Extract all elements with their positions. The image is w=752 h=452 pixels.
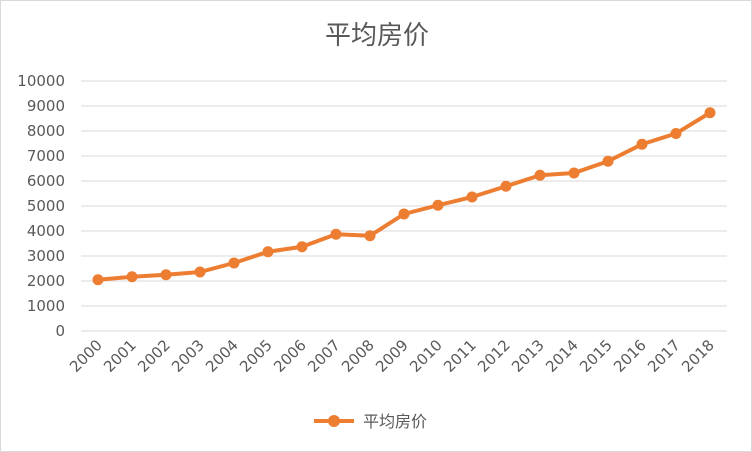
- x-tick-label: 2014: [542, 336, 582, 376]
- x-tick-label: 2002: [134, 336, 174, 376]
- data-point: [92, 274, 104, 286]
- x-tick-label: 2015: [576, 336, 616, 376]
- x-tick-label: 2005: [236, 336, 276, 376]
- data-point: [228, 257, 240, 269]
- y-tick-label: 8000: [27, 122, 65, 140]
- data-point: [500, 180, 512, 192]
- data-point: [194, 266, 206, 278]
- x-tick-label: 2003: [168, 336, 208, 376]
- x-tick-label: 2017: [644, 336, 684, 376]
- y-tick-label: 10000: [17, 72, 65, 90]
- y-tick-label: 1000: [27, 297, 65, 315]
- x-tick-label: 2012: [474, 336, 514, 376]
- series-layer: [92, 107, 716, 286]
- data-point: [296, 241, 308, 253]
- data-point: [636, 138, 648, 150]
- data-point: [398, 208, 410, 220]
- x-tick-label: 2008: [338, 336, 378, 376]
- y-axis-ticks: 0 1000 2000 3000 4000 5000 6000 7000 8000 9000 100…: [17, 72, 65, 340]
- y-tick-label: 6000: [27, 172, 65, 190]
- data-point: [364, 230, 376, 242]
- data-point: [602, 155, 614, 167]
- chart-title: 平均房价: [325, 21, 429, 51]
- x-tick-label: 2016: [610, 336, 650, 376]
- x-tick-label: 2011: [440, 336, 480, 376]
- y-tick-label: 2000: [27, 272, 65, 290]
- x-tick-label: 2009: [372, 336, 412, 376]
- x-tick-label: 2007: [304, 336, 344, 376]
- data-point: [432, 199, 444, 211]
- y-tick-label: 9000: [27, 97, 65, 115]
- data-point: [704, 107, 716, 119]
- y-tick-label: 4000: [27, 222, 65, 240]
- data-point: [534, 169, 546, 181]
- y-tick-label: 3000: [27, 247, 65, 265]
- legend-marker-swatch: [328, 415, 340, 427]
- data-point: [160, 269, 172, 281]
- y-tick-label: 7000: [27, 147, 65, 165]
- x-axis-ticks: 2000200120022003200420052006200720082009…: [66, 336, 718, 376]
- legend: 平均房价: [314, 412, 427, 431]
- series-line: [96, 110, 712, 282]
- data-point: [126, 271, 138, 283]
- y-tick-label: 5000: [27, 197, 65, 215]
- data-point: [330, 228, 342, 240]
- data-point: [262, 246, 274, 258]
- x-tick-label: 2000: [66, 336, 106, 376]
- x-tick-label: 2001: [100, 336, 140, 376]
- y-tick-label: 0: [55, 322, 65, 340]
- x-tick-label: 2006: [270, 336, 310, 376]
- legend-label: 平均房价: [363, 412, 427, 431]
- x-tick-label: 2010: [406, 336, 446, 376]
- x-tick-label: 2004: [202, 336, 242, 376]
- x-tick-label: 2018: [678, 336, 718, 376]
- data-point: [670, 128, 682, 139]
- data-point: [466, 191, 478, 203]
- x-tick-label: 2013: [508, 336, 548, 376]
- data-point: [568, 167, 580, 179]
- gridlines: [81, 80, 727, 332]
